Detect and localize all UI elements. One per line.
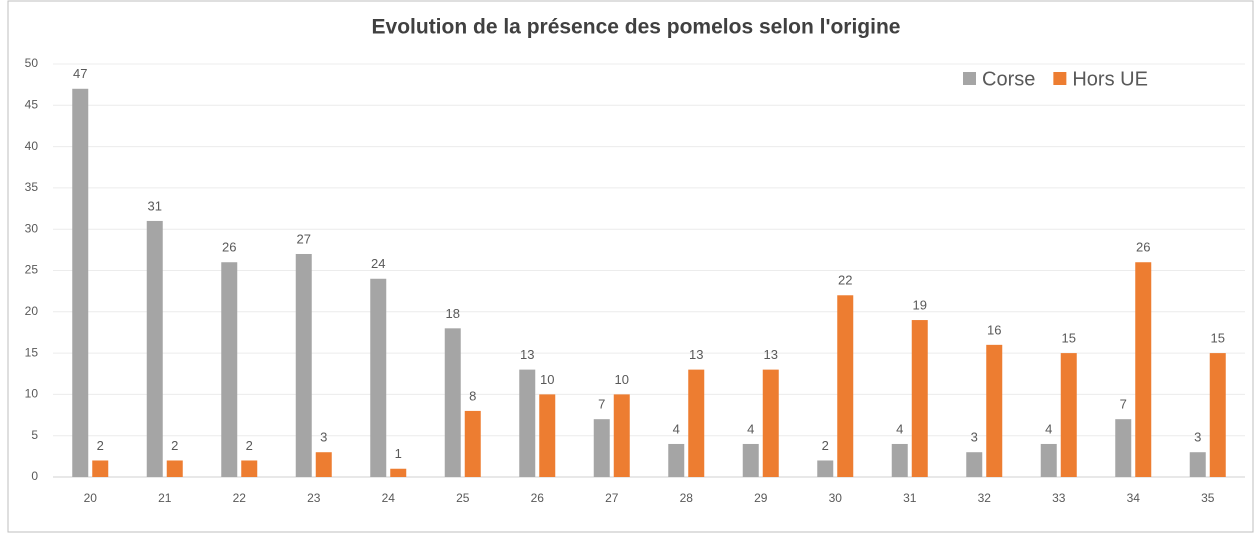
bar <box>837 295 854 477</box>
value-label: 4 <box>1045 421 1052 436</box>
value-label: 4 <box>673 421 680 436</box>
value-label: 10 <box>540 372 554 387</box>
bar <box>241 460 258 477</box>
value-label: 10 <box>615 372 629 387</box>
bar <box>593 419 610 477</box>
chart-frame <box>7 0 1254 533</box>
value-label: 22 <box>838 273 852 288</box>
bar <box>742 443 759 477</box>
y-tick-label: 30 <box>25 221 39 235</box>
bar <box>1115 419 1132 477</box>
bar <box>1060 353 1077 477</box>
y-tick-label: 0 <box>31 469 38 483</box>
value-label: 3 <box>971 430 978 445</box>
legend-label: Hors UE <box>1072 68 1148 90</box>
value-label: 19 <box>913 297 927 312</box>
bar <box>911 320 928 477</box>
value-label: 13 <box>764 347 778 362</box>
value-label: 2 <box>246 438 253 453</box>
value-label: 26 <box>222 240 236 255</box>
bar <box>613 394 630 477</box>
value-label: 47 <box>73 66 87 81</box>
value-label: 4 <box>747 421 754 436</box>
bar <box>1189 452 1206 477</box>
bar <box>762 369 779 477</box>
value-label: 31 <box>148 198 162 213</box>
value-label: 2 <box>171 438 178 453</box>
bar <box>92 460 109 477</box>
bar <box>370 278 387 477</box>
bar <box>519 369 536 477</box>
x-tick-label: 31 <box>903 491 917 505</box>
value-label: 3 <box>1194 430 1201 445</box>
bar <box>688 369 705 477</box>
bar <box>1209 353 1226 477</box>
bar <box>295 253 312 477</box>
value-label: 4 <box>896 421 903 436</box>
bar <box>72 88 89 477</box>
chart-title: Evolution de la présence des pomelos sel… <box>372 16 901 39</box>
x-tick-label: 30 <box>829 491 843 505</box>
x-tick-label: 27 <box>605 491 619 505</box>
y-tick-label: 25 <box>25 263 39 277</box>
value-label: 13 <box>689 347 703 362</box>
value-label: 15 <box>1062 331 1076 346</box>
value-label: 15 <box>1211 331 1225 346</box>
x-tick-label: 28 <box>680 491 694 505</box>
x-tick-label: 20 <box>84 491 98 505</box>
y-tick-label: 15 <box>25 345 39 359</box>
legend-swatch <box>963 72 976 85</box>
x-tick-label: 32 <box>978 491 992 505</box>
bar <box>668 443 685 477</box>
y-tick-label: 5 <box>31 428 38 442</box>
y-tick-label: 20 <box>25 304 39 318</box>
y-tick-label: 10 <box>25 387 39 401</box>
value-label: 2 <box>822 438 829 453</box>
x-tick-label: 29 <box>754 491 768 505</box>
value-label: 26 <box>1136 240 1150 255</box>
value-label: 7 <box>1120 397 1127 412</box>
x-tick-label: 35 <box>1201 491 1215 505</box>
x-tick-label: 21 <box>158 491 172 505</box>
bar <box>390 468 407 477</box>
y-tick-label: 50 <box>25 56 39 70</box>
legend-swatch <box>1053 72 1067 85</box>
value-label: 27 <box>297 231 311 246</box>
x-tick-label: 23 <box>307 491 321 505</box>
y-tick-label: 45 <box>25 97 39 111</box>
bar <box>221 262 238 477</box>
bar <box>444 328 461 477</box>
value-label: 13 <box>520 347 534 362</box>
bar <box>1135 262 1152 477</box>
x-tick-label: 33 <box>1052 491 1066 505</box>
legend-label: Corse <box>982 68 1035 90</box>
x-tick-label: 22 <box>233 491 247 505</box>
value-label: 7 <box>598 397 605 412</box>
bar <box>315 452 332 477</box>
value-label: 16 <box>987 322 1001 337</box>
value-label: 18 <box>446 306 460 321</box>
bar <box>464 410 481 477</box>
x-tick-label: 25 <box>456 491 470 505</box>
y-tick-label: 35 <box>25 180 39 194</box>
x-tick-label: 26 <box>531 491 545 505</box>
bar <box>146 220 163 477</box>
value-label: 2 <box>97 438 104 453</box>
value-label: 1 <box>395 446 402 461</box>
bar <box>966 452 983 477</box>
y-tick-label: 40 <box>25 139 39 153</box>
bar <box>891 443 908 477</box>
x-tick-label: 34 <box>1127 491 1141 505</box>
bar <box>817 460 834 477</box>
value-label: 24 <box>371 256 385 271</box>
bar <box>539 394 556 477</box>
bar <box>1040 443 1057 477</box>
value-label: 3 <box>320 430 327 445</box>
value-label: 8 <box>469 388 476 403</box>
bar <box>166 460 183 477</box>
bar <box>986 344 1003 477</box>
x-tick-label: 24 <box>382 491 396 505</box>
